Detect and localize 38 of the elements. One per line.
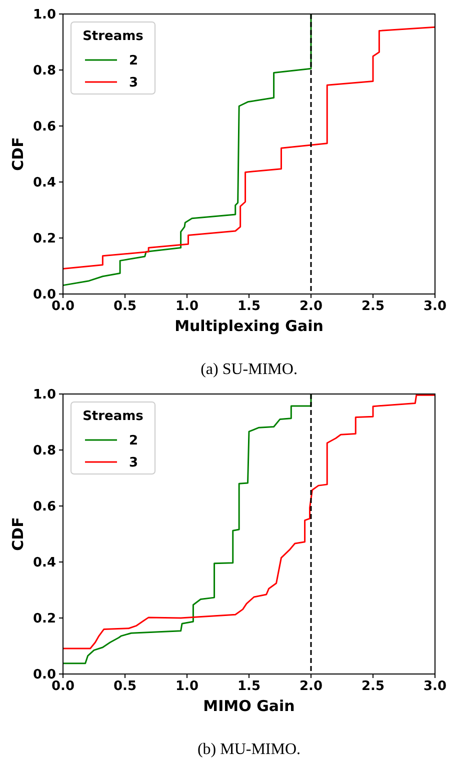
x-tick-label: 1.5 xyxy=(237,299,261,314)
y-tick-label: 0.2 xyxy=(32,232,56,247)
x-tick-label: 0.5 xyxy=(113,299,137,314)
x-tick-label: 1.0 xyxy=(175,299,199,314)
x-tick-label: 0.5 xyxy=(113,679,137,694)
x-tick-label: 3.0 xyxy=(423,299,447,314)
y-tick-label: 0.2 xyxy=(32,612,56,627)
x-tick-label: 0.0 xyxy=(51,679,75,694)
x-axis-title: Multiplexing Gain xyxy=(174,317,324,335)
x-tick-label: 2.5 xyxy=(361,679,385,694)
x-tick-label: 2.5 xyxy=(361,299,385,314)
y-tick-label: 1.0 xyxy=(32,8,56,23)
legend-title: Streams xyxy=(82,29,144,44)
y-tick-label: 0.4 xyxy=(32,556,56,571)
y-tick-label: 0.6 xyxy=(32,120,56,135)
text: (b) MU-MIMO. xyxy=(197,741,301,758)
x-tick-label: 2.0 xyxy=(299,679,323,694)
x-tick-label: 3.0 xyxy=(423,679,447,694)
x-tick-label: 1.5 xyxy=(237,679,261,694)
text: (a) SU-MIMO. xyxy=(200,361,298,378)
legend-title: Streams xyxy=(82,409,144,424)
line-series xyxy=(62,394,436,650)
line-series xyxy=(62,26,436,270)
y-tick-label: 0.6 xyxy=(32,500,56,515)
legend-label: 2 xyxy=(129,54,138,69)
legend-label: 2 xyxy=(129,434,138,449)
y-axis-title: CDF xyxy=(9,517,27,551)
y-tick-label: 0.8 xyxy=(32,64,56,79)
y-tick-label: 0.4 xyxy=(32,176,56,191)
y-tick-label: 0.8 xyxy=(32,444,56,459)
legend-label: 3 xyxy=(129,456,138,471)
y-axis-title: CDF xyxy=(9,137,27,171)
y-tick-label: 1.0 xyxy=(32,388,56,403)
x-tick-label: 0.0 xyxy=(51,299,75,314)
legend-label: 3 xyxy=(129,76,138,91)
x-tick-label: 1.0 xyxy=(175,679,199,694)
x-axis-title: MIMO Gain xyxy=(203,697,295,715)
x-tick-label: 2.0 xyxy=(299,299,323,314)
